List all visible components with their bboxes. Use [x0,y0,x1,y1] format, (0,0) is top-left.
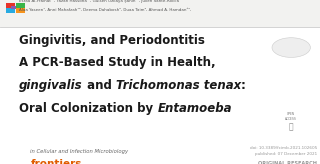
Text: ORIGINAL RESEARCH: ORIGINAL RESEARCH [258,161,317,164]
Text: frontiers: frontiers [30,159,82,164]
Text: in Cellular and Infection Microbiology: in Cellular and Infection Microbiology [30,149,129,154]
Bar [16,3,25,8]
Text: Esraa Al-Fraihat¹², Yazan Hassona³⁴, Gülsen Özkaya Şahin⁵⁶, Julien Santé-Rocca⁷: Esraa Al-Fraihat¹², Yazan Hassona³⁴, Gül… [19,0,181,3]
Text: gingivalis: gingivalis [19,79,83,92]
Bar [0,0,320,27]
Text: and: and [83,79,116,92]
Circle shape [272,38,310,57]
Bar [6,8,15,13]
Text: OPEN
ACCESS: OPEN ACCESS [285,112,297,121]
Text: Ⓜ: Ⓜ [289,122,293,131]
Bar [6,3,15,8]
Bar [11,6,16,9]
Text: Gingivitis, and Periodontitis: Gingivitis, and Periodontitis [19,34,205,47]
Text: doi: 10.3389/fcimb.2021.102605: doi: 10.3389/fcimb.2021.102605 [250,146,317,150]
Text: A PCR-Based Study in Health,: A PCR-Based Study in Health, [19,56,216,69]
Text: published: 07 December 2021: published: 07 December 2021 [255,152,317,156]
Text: Oral Colonization by: Oral Colonization by [19,102,157,115]
Text: Alaa Yaseen¹, Anni Mahafzah¹², Deema Dahabosh², Duaa Taim², Ahmad A. Hamdan³⁴,: Alaa Yaseen¹, Anni Mahafzah¹², Deema Dah… [19,8,191,12]
Bar [16,8,25,13]
Text: Entamoeba: Entamoeba [157,102,232,115]
Text: Trichomonas tenax: Trichomonas tenax [116,79,241,92]
Text: :: : [241,79,246,92]
